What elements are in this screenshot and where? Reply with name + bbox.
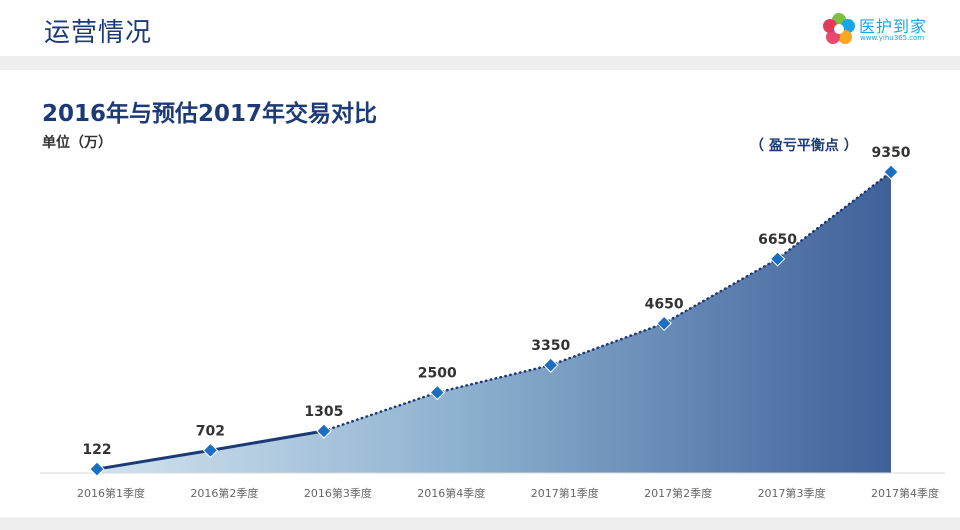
forecast-line-segment — [662, 257, 779, 325]
actual-line-segment — [95, 448, 212, 471]
data-label: 2500 — [418, 366, 457, 382]
x-tick-label: 2016第4季度 — [417, 486, 485, 500]
data-point-marker — [202, 442, 219, 459]
breakeven-annotation: （ 盈亏平衡点 ） — [750, 137, 858, 154]
data-point-marker — [769, 251, 786, 267]
data-label: 6650 — [758, 232, 797, 248]
x-tick-label: 2017第1季度 — [531, 486, 599, 500]
data-point-marker — [429, 384, 445, 401]
forecast-line-segment — [549, 322, 666, 367]
data-label: 9350 — [872, 145, 911, 161]
unit-label: 单位（万） — [42, 135, 112, 151]
data-point-marker — [883, 164, 899, 180]
logo-url: www.yihu365.com — [860, 34, 925, 42]
area-fill — [97, 172, 891, 473]
x-tick-label: 2017第2季度 — [644, 486, 712, 500]
data-label: 3350 — [531, 338, 570, 354]
x-tick-label: 2016第3季度 — [304, 486, 372, 500]
chart-title: 2016年与预估2017年交易对比 — [42, 101, 378, 127]
page-title: 运营情况 — [44, 18, 153, 48]
x-tick-label: 2016第1季度 — [77, 486, 145, 500]
top-divider-band — [0, 56, 960, 70]
logo-name: 医护到家 — [859, 17, 928, 36]
brand-logo[interactable]: 医护到家 www.yihu365.com — [822, 12, 942, 46]
flower-logo-icon — [823, 13, 855, 44]
data-point-marker — [89, 461, 105, 477]
data-label: 1305 — [304, 404, 343, 420]
x-tick-label: 2017第4季度 — [871, 486, 939, 500]
data-label: 702 — [196, 423, 225, 439]
data-label: 122 — [82, 442, 111, 458]
actual-line-segment — [208, 429, 326, 452]
data-point-marker — [543, 357, 559, 373]
x-tick-label: 2016第2季度 — [190, 486, 258, 500]
header: 运营情况 医护到家 www.yihu365.com — [0, 0, 960, 56]
forecast-line-segment — [322, 391, 439, 433]
forecast-line-segment — [776, 170, 893, 261]
forecast-line-segment — [436, 363, 552, 394]
bottom-divider-band — [0, 517, 960, 530]
data-point-marker — [656, 315, 672, 332]
data-point-marker — [316, 423, 332, 439]
data-label: 4650 — [645, 296, 684, 312]
x-tick-label: 2017第3季度 — [758, 486, 826, 500]
